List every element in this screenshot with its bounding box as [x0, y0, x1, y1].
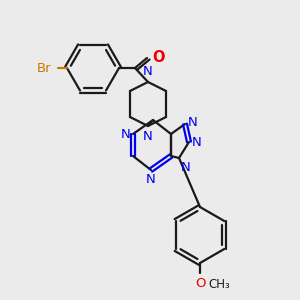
Text: O: O	[195, 277, 205, 290]
Text: CH₃: CH₃	[208, 278, 230, 291]
Text: Br: Br	[36, 61, 51, 74]
Text: N: N	[188, 116, 198, 130]
Text: N: N	[146, 173, 156, 186]
Text: O: O	[152, 50, 164, 64]
Text: N: N	[192, 136, 202, 148]
Text: N: N	[143, 130, 153, 143]
Text: N: N	[120, 128, 130, 140]
Text: N: N	[181, 161, 191, 174]
Text: N: N	[143, 65, 153, 78]
